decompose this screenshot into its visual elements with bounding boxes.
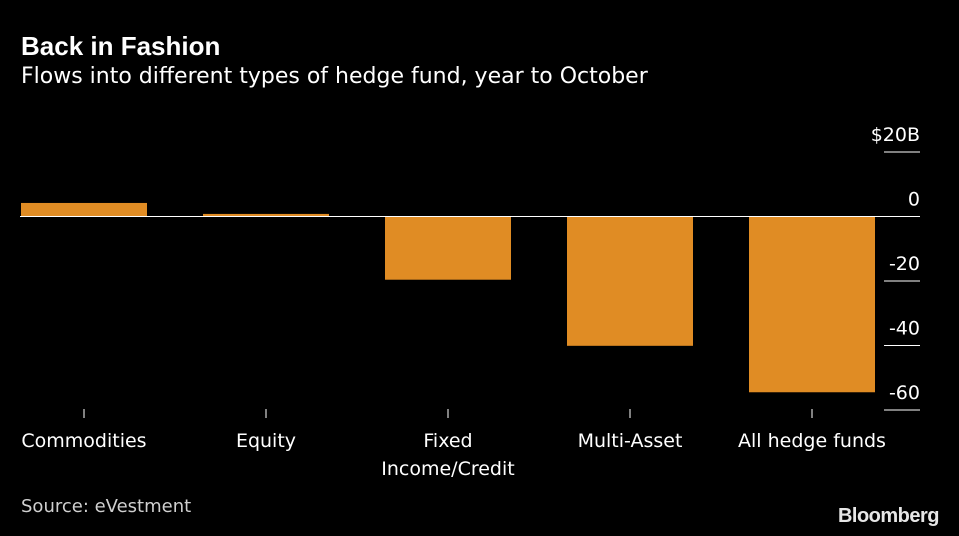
y-tick-label: -60	[889, 382, 920, 404]
x-tick-label: All hedge funds	[738, 430, 886, 452]
x-tick-label: Commodities	[21, 430, 146, 452]
chart-subtitle: Flows into different types of hedge fund…	[21, 64, 648, 89]
bar	[385, 216, 511, 280]
y-tick-label: -20	[889, 253, 920, 275]
x-tick-label: Fixed	[423, 430, 472, 452]
bar	[203, 213, 329, 217]
bar	[567, 216, 693, 346]
x-tick-label: Income/Credit	[381, 458, 514, 480]
y-tick-label: 0	[908, 189, 920, 211]
bar	[21, 202, 147, 217]
y-tick-label: -40	[889, 318, 920, 340]
x-tick-label: Multi-Asset	[578, 430, 683, 452]
x-tick-label: Equity	[236, 430, 296, 452]
bar	[749, 216, 875, 393]
bloomberg-logo: Bloomberg	[837, 505, 940, 527]
chart-title: Back in Fashion	[21, 31, 221, 61]
source-note: Source: eVestment	[21, 496, 192, 517]
y-tick-label: $20B	[871, 124, 920, 146]
